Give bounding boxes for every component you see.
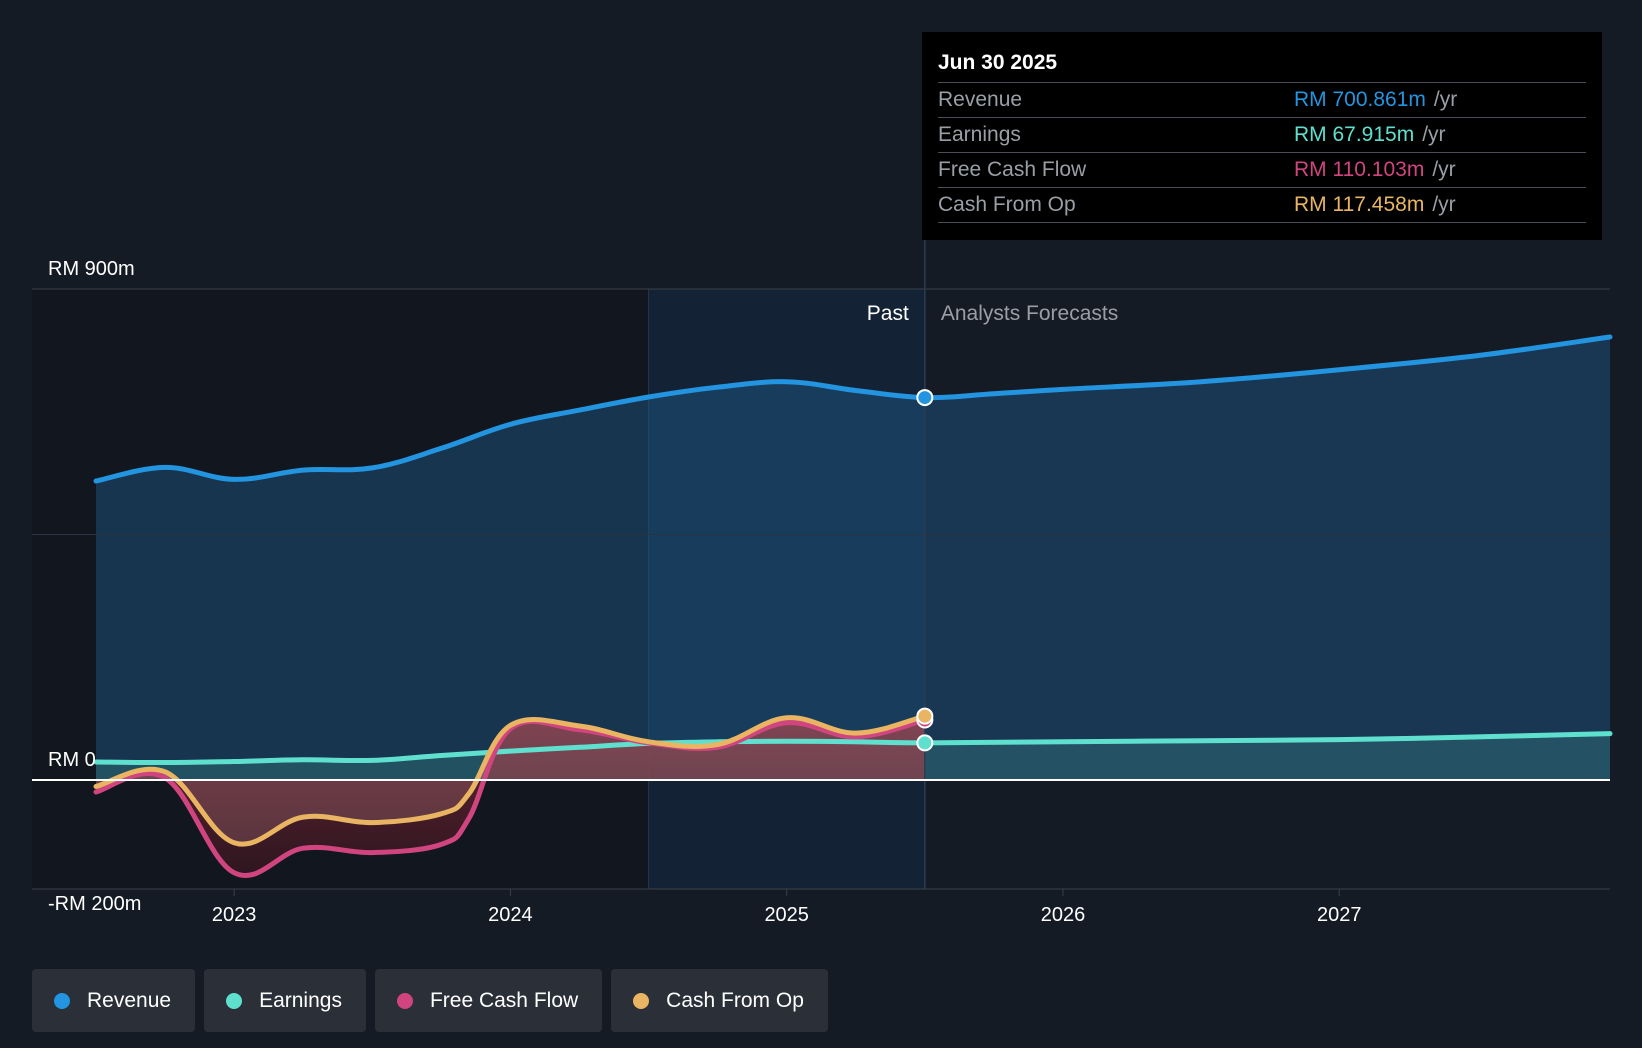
tooltip-unit: /yr [1432, 158, 1456, 181]
tooltip-panel: Jun 30 2025 Revenue RM 700.861m /yr Earn… [922, 32, 1602, 240]
legend: Revenue Earnings Free Cash Flow Cash Fro… [32, 969, 828, 1032]
tooltip-value-free-cash-flow: RM 110.103m [1294, 158, 1425, 181]
tooltip-row-earnings: Earnings RM 67.915m /yr [938, 118, 1586, 153]
y-axis-label: -RM 200m [48, 893, 141, 915]
earnings-marker [916, 734, 934, 752]
tooltip-value-revenue: RM 700.861m [1294, 88, 1426, 111]
revenue-dot-icon [54, 992, 70, 1009]
legend-item-earnings[interactable]: Earnings [204, 969, 366, 1032]
legend-label: Earnings [259, 988, 342, 1012]
x-tick-label: 2026 [1041, 904, 1086, 926]
tooltip-row-free-cash-flow: Free Cash Flow RM 110.103m /yr [938, 153, 1586, 188]
tooltip-date: Jun 30 2025 [938, 48, 1586, 83]
legend-label: Cash From Op [666, 988, 804, 1012]
cash-from-op-line [93, 713, 928, 847]
tooltip-label: Cash From Op [938, 193, 1076, 216]
revenue-marker [916, 389, 934, 407]
cash-from-op-marker [916, 707, 934, 725]
x-tick-label: 2027 [1317, 904, 1362, 926]
y-axis-label: RM 0 [48, 749, 96, 771]
legend-item-free-cash-flow[interactable]: Free Cash Flow [374, 969, 603, 1032]
legend-label: Revenue [87, 988, 172, 1012]
x-tick-label: 2024 [488, 904, 533, 926]
x-tick-label: 2025 [764, 904, 809, 926]
tooltip-label: Free Cash Flow [938, 158, 1087, 181]
revenue-area [96, 337, 1610, 780]
tooltip-unit: /yr [1433, 88, 1458, 111]
tooltip-value-earnings: RM 67.915m [1294, 123, 1415, 146]
forecast-label: Analysts Forecasts [941, 302, 1118, 325]
free-cash-flow-area [96, 720, 925, 876]
revenue-line [93, 334, 1613, 484]
tooltip-unit: /yr [1432, 193, 1456, 216]
legend-item-revenue[interactable]: Revenue [32, 969, 196, 1032]
cash-from-op-dot-icon [633, 992, 650, 1009]
tooltip-unit: /yr [1422, 123, 1446, 146]
legend-label: Free Cash Flow [429, 988, 579, 1012]
tooltip-row-revenue: Revenue RM 700.861m /yr [938, 83, 1586, 118]
free-cash-flow-dot-icon [396, 992, 413, 1009]
earnings-dot-icon [226, 992, 243, 1009]
tooltip-value-cash-from-op: RM 117.458m [1294, 193, 1425, 216]
tooltip-label: Revenue [938, 88, 1023, 111]
tooltip-row-cash-from-op: Cash From Op RM 117.458m /yr [938, 188, 1586, 223]
legend-item-cash-from-op[interactable]: Cash From Op [611, 969, 828, 1032]
free-cash-flow-line [93, 717, 928, 878]
past-label: Past [867, 302, 909, 325]
tooltip-label: Earnings [938, 123, 1021, 146]
x-tick-label: 2023 [212, 904, 257, 926]
y-axis-label: RM 900m [48, 258, 135, 280]
